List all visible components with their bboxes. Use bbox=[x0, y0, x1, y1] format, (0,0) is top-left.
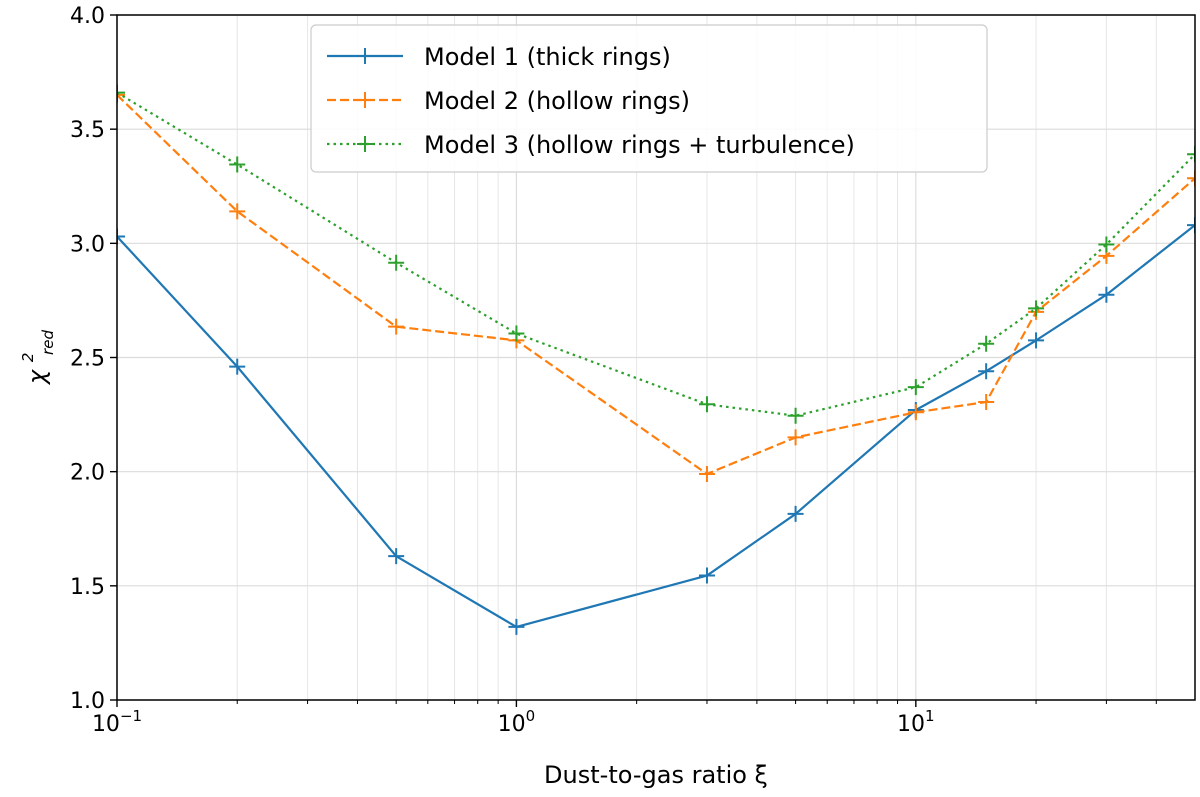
model-3-point bbox=[978, 335, 995, 352]
legend-entry-model-3: Model 3 (hollow rings + turbulence) bbox=[327, 131, 855, 159]
legend-swatch-marker bbox=[357, 92, 373, 108]
x-tick-label: 101 bbox=[897, 707, 935, 737]
x-tick-label: 100 bbox=[498, 707, 536, 737]
y-tick-label: 2.0 bbox=[70, 461, 105, 486]
y-tick-label: 2.5 bbox=[70, 347, 105, 372]
model-3-point bbox=[1028, 300, 1045, 317]
model-2-point bbox=[229, 203, 246, 220]
model-3-point bbox=[388, 254, 405, 271]
legend-label: Model 2 (hollow rings) bbox=[424, 87, 690, 115]
model-1-point bbox=[229, 358, 246, 375]
model-3-point bbox=[117, 84, 125, 101]
model-1-point bbox=[978, 363, 995, 380]
legend-entry-model-1: Model 1 (thick rings) bbox=[327, 43, 671, 71]
y-tick-label: 1.0 bbox=[70, 689, 105, 714]
model-1-point bbox=[698, 567, 715, 584]
axis-ticks: 10−1 100 101 1.0 1.5 2.0 2.5 3.0 3.5 4.0 bbox=[70, 4, 1157, 737]
model-1-series bbox=[117, 217, 1195, 635]
model-2-point bbox=[388, 318, 405, 335]
x-axis-label: Dust-to-gas ratio ξ bbox=[544, 761, 768, 789]
model-1-point bbox=[388, 548, 405, 565]
y-tick-label: 3.5 bbox=[70, 118, 105, 143]
y-axis-label: χ 2 red bbox=[11, 330, 57, 386]
model-3-point bbox=[1187, 146, 1195, 163]
y-axis-label-subscript: red bbox=[39, 330, 57, 355]
legend-label: Model 1 (thick rings) bbox=[424, 43, 671, 71]
y-axis-label-superscript: 2 bbox=[19, 353, 37, 363]
model-1-point bbox=[117, 228, 125, 245]
legend-box bbox=[310, 24, 988, 173]
legend-swatch-marker bbox=[357, 48, 373, 64]
y-tick-label: 1.5 bbox=[70, 575, 105, 600]
model-1-line bbox=[117, 224, 1195, 629]
model-3-point bbox=[698, 396, 715, 413]
x-tick-label: 10−1 bbox=[92, 707, 142, 737]
model-3-point bbox=[508, 325, 525, 342]
model-1-point bbox=[787, 505, 804, 522]
legend-swatch-marker bbox=[357, 136, 373, 152]
plot-lines bbox=[117, 84, 1195, 635]
model-2-point bbox=[787, 429, 804, 446]
model-2-point bbox=[698, 465, 715, 482]
model-1-point bbox=[1098, 286, 1115, 303]
model-2-point bbox=[978, 394, 995, 411]
legend-label: Model 3 (hollow rings + turbulence) bbox=[424, 131, 855, 159]
legend-entry-model-2: Model 2 (hollow rings) bbox=[327, 87, 690, 115]
model-3-point bbox=[229, 156, 246, 173]
model-1-point bbox=[1028, 332, 1045, 349]
y-axis-label-base: χ bbox=[23, 369, 51, 386]
model-3-point bbox=[787, 407, 804, 424]
model-3-point bbox=[1098, 236, 1115, 253]
legend: Model 1 (thick rings) Model 2 (hollow rin… bbox=[310, 24, 988, 173]
model-3-point bbox=[907, 379, 924, 396]
y-tick-label: 3.0 bbox=[70, 232, 105, 257]
model-1-point bbox=[1187, 217, 1195, 234]
y-tick-label: 4.0 bbox=[70, 4, 105, 29]
model-2-point bbox=[907, 404, 924, 421]
model-2-point bbox=[117, 86, 125, 103]
model-2-point bbox=[1187, 170, 1195, 187]
model-3-series bbox=[117, 84, 1195, 424]
model-1-point bbox=[508, 618, 525, 635]
